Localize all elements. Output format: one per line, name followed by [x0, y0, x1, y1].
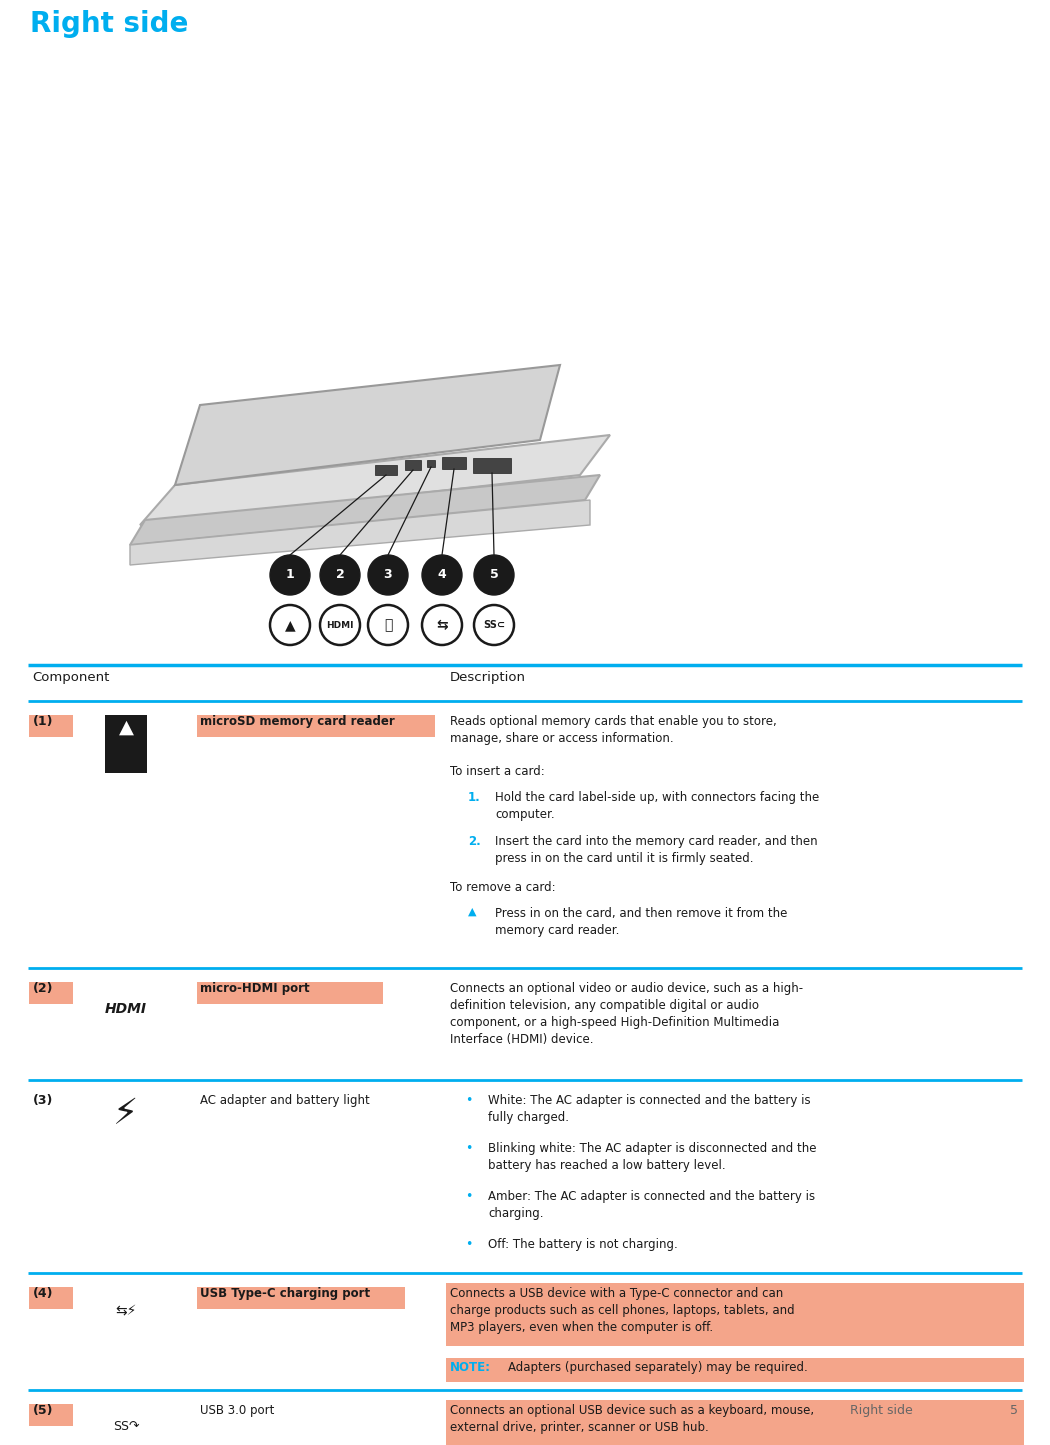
Circle shape — [270, 555, 310, 595]
Bar — [197, 983, 383, 1004]
Text: ▲: ▲ — [119, 718, 133, 737]
Text: HDMI: HDMI — [327, 620, 354, 630]
Text: Connects a USB device with a Type-C connector and can
charge products such as ce: Connects a USB device with a Type-C conn… — [450, 1287, 795, 1334]
Text: •: • — [465, 1094, 472, 1107]
Text: 2.: 2. — [468, 835, 481, 848]
Text: Adapters (purchased separately) may be required.: Adapters (purchased separately) may be r… — [508, 1361, 807, 1374]
Text: ▲: ▲ — [468, 907, 477, 918]
Bar — [375, 465, 397, 475]
Text: Off: The battery is not charging.: Off: The battery is not charging. — [488, 1238, 677, 1251]
Bar — [446, 1358, 1024, 1381]
Circle shape — [422, 605, 462, 644]
Text: Hold the card label-side up, with connectors facing the
computer.: Hold the card label-side up, with connec… — [495, 790, 819, 821]
Text: Connects an optional video or audio device, such as a high-
definition televisio: Connects an optional video or audio devi… — [450, 983, 803, 1046]
Circle shape — [270, 605, 310, 644]
Circle shape — [320, 555, 360, 595]
Circle shape — [320, 605, 360, 644]
Text: ⏻: ⏻ — [384, 618, 393, 631]
Bar — [405, 460, 421, 470]
Text: ▲: ▲ — [285, 618, 295, 631]
Bar — [197, 715, 435, 737]
Circle shape — [368, 605, 408, 644]
Text: ⇆: ⇆ — [436, 618, 447, 631]
Text: (2): (2) — [33, 983, 54, 996]
Text: Blinking white: The AC adapter is disconnected and the
battery has reached a low: Blinking white: The AC adapter is discon… — [488, 1142, 817, 1172]
Text: 1.: 1. — [468, 790, 481, 803]
Text: microSD memory card reader: microSD memory card reader — [200, 715, 395, 728]
Text: Description: Description — [450, 670, 526, 683]
Text: ⚡: ⚡ — [113, 1097, 139, 1131]
Text: •: • — [465, 1191, 472, 1204]
Bar — [197, 1287, 405, 1309]
Polygon shape — [130, 500, 590, 565]
Text: (4): (4) — [33, 1287, 54, 1301]
Text: Press in on the card, and then remove it from the
memory card reader.: Press in on the card, and then remove it… — [495, 907, 788, 936]
Polygon shape — [130, 475, 600, 545]
Text: Amber: The AC adapter is connected and the battery is
charging.: Amber: The AC adapter is connected and t… — [488, 1191, 815, 1220]
Text: 2: 2 — [336, 568, 344, 581]
Bar — [446, 1400, 1024, 1445]
Text: •: • — [465, 1142, 472, 1155]
Text: Insert the card into the memory card reader, and then
press in on the card until: Insert the card into the memory card rea… — [495, 835, 818, 866]
Text: (3): (3) — [33, 1094, 54, 1107]
Bar — [29, 715, 74, 737]
Text: NOTE:: NOTE: — [450, 1361, 491, 1374]
Text: •: • — [465, 1238, 472, 1251]
Circle shape — [474, 605, 514, 644]
Bar — [29, 1287, 74, 1309]
Text: Reads optional memory cards that enable you to store,
manage, share or access in: Reads optional memory cards that enable … — [450, 715, 777, 746]
Text: 3: 3 — [383, 568, 393, 581]
Text: Component: Component — [32, 670, 109, 683]
Text: (1): (1) — [33, 715, 54, 728]
Text: USB Type-C charging port: USB Type-C charging port — [200, 1287, 370, 1301]
Bar — [442, 457, 466, 470]
Bar — [472, 458, 511, 473]
Circle shape — [368, 555, 408, 595]
Text: HDMI: HDMI — [105, 1001, 147, 1016]
Bar — [29, 983, 74, 1004]
Text: (5): (5) — [33, 1405, 54, 1418]
Text: To remove a card:: To remove a card: — [450, 881, 555, 894]
Text: White: The AC adapter is connected and the battery is
fully charged.: White: The AC adapter is connected and t… — [488, 1094, 811, 1124]
Polygon shape — [175, 366, 560, 486]
Text: To insert a card:: To insert a card: — [450, 764, 545, 777]
Text: Connects an optional USB device such as a keyboard, mouse,
external drive, print: Connects an optional USB device such as … — [450, 1405, 814, 1433]
Bar — [427, 460, 435, 467]
Text: 5: 5 — [1010, 1405, 1018, 1418]
Text: 1: 1 — [286, 568, 294, 581]
Text: 4: 4 — [438, 568, 446, 581]
Text: ⇆⚡: ⇆⚡ — [116, 1303, 136, 1316]
Text: Right side: Right side — [30, 10, 188, 38]
Circle shape — [474, 555, 514, 595]
Polygon shape — [140, 435, 610, 525]
Bar — [105, 715, 147, 773]
Text: AC adapter and battery light: AC adapter and battery light — [200, 1094, 370, 1107]
Text: SS⊂: SS⊂ — [483, 620, 505, 630]
Circle shape — [422, 555, 462, 595]
Text: 5: 5 — [489, 568, 499, 581]
Bar — [446, 1283, 1024, 1345]
Text: SS↷: SS↷ — [112, 1420, 140, 1433]
Bar — [29, 1405, 74, 1426]
Text: USB 3.0 port: USB 3.0 port — [200, 1405, 274, 1418]
Text: Right side: Right side — [850, 1405, 912, 1418]
Text: micro-HDMI port: micro-HDMI port — [200, 983, 310, 996]
